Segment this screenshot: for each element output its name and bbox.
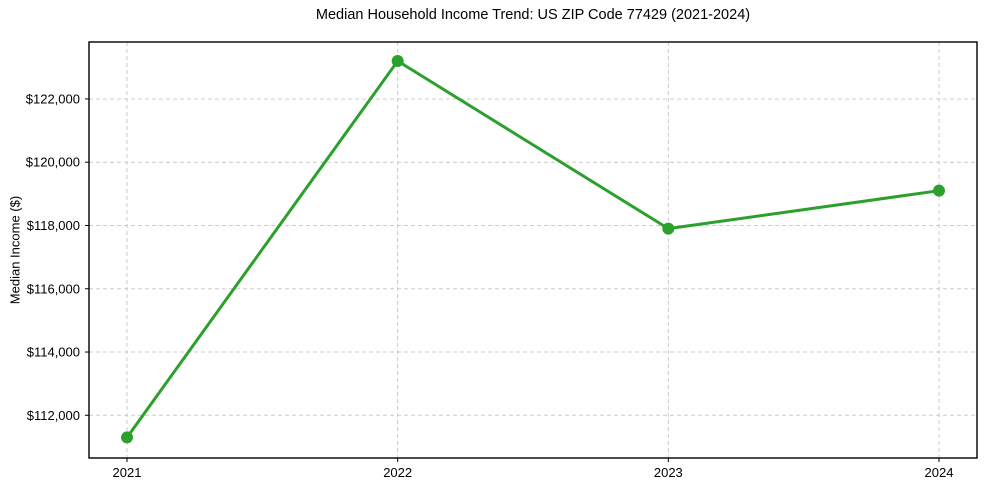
data-point-2024 bbox=[933, 184, 945, 197]
x-tick-label: 2021 bbox=[113, 465, 142, 480]
y-axis-label: Median Income ($) bbox=[7, 195, 23, 305]
data-point-2022 bbox=[391, 54, 404, 67]
y-tick-label: $112,000 bbox=[27, 408, 80, 423]
plot-border bbox=[88, 41, 978, 459]
trend-line bbox=[125, 59, 941, 439]
data-point-2023 bbox=[662, 222, 675, 235]
x-tick-label: 2022 bbox=[383, 465, 412, 480]
y-tick-label: $114,000 bbox=[27, 345, 80, 360]
x-tick-label: 2024 bbox=[925, 465, 954, 480]
y-tick-label: $122,000 bbox=[26, 91, 80, 106]
x-tick-label: 2023 bbox=[654, 465, 683, 480]
y-tick-label: $120,000 bbox=[26, 155, 80, 170]
y-tick-label: $116,000 bbox=[27, 281, 80, 296]
y-tick-label: $118,000 bbox=[27, 218, 80, 233]
chart-title: Median Household Income Trend: US ZIP Co… bbox=[315, 7, 751, 23]
data-point-2021 bbox=[121, 431, 133, 444]
